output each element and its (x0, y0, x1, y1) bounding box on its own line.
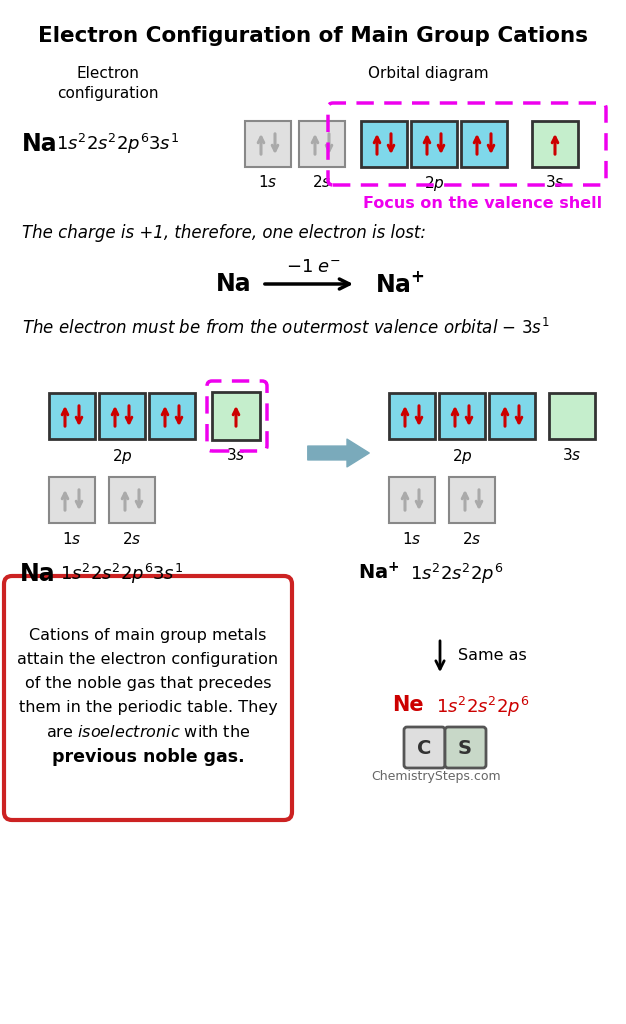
Bar (245, 121, 291, 167)
Text: $1s$: $1s$ (259, 174, 278, 190)
Text: Same as: Same as (458, 648, 526, 664)
Text: $1s$: $1s$ (403, 531, 422, 547)
Text: are $\mathbf{\it{isoelectronic}}$ with the: are $\mathbf{\it{isoelectronic}}$ with t… (46, 724, 250, 740)
Text: Focus on the valence shell: Focus on the valence shell (363, 196, 602, 211)
Bar (439, 393, 485, 439)
Bar (361, 121, 407, 167)
Bar (212, 392, 260, 440)
Text: of the noble gas that precedes: of the noble gas that precedes (25, 676, 271, 691)
FancyBboxPatch shape (404, 727, 445, 768)
Text: $2s$: $2s$ (312, 174, 332, 190)
Text: $1s^{2}2s^{2}2p^{6}3s^{1}$: $1s^{2}2s^{2}2p^{6}3s^{1}$ (60, 562, 183, 586)
Text: $-1\;e^{-}$: $-1\;e^{-}$ (285, 258, 341, 276)
Text: $3s$: $3s$ (562, 447, 582, 463)
Bar (99, 393, 145, 439)
Bar (49, 477, 95, 523)
Text: $1s^{2}2s^{2}2p^{6}$: $1s^{2}2s^{2}2p^{6}$ (436, 695, 529, 719)
Text: Na: Na (20, 562, 56, 586)
Bar (389, 477, 435, 523)
Text: attain the electron configuration: attain the electron configuration (18, 652, 279, 667)
Text: S: S (458, 738, 472, 758)
Bar (49, 393, 95, 439)
Text: Cations of main group metals: Cations of main group metals (29, 628, 267, 643)
Text: $2s$: $2s$ (122, 531, 141, 547)
Text: $2s$: $2s$ (463, 531, 481, 547)
Text: $\mathbf{Na^{+}}$: $\mathbf{Na^{+}}$ (375, 271, 425, 297)
FancyArrowPatch shape (308, 439, 369, 467)
FancyBboxPatch shape (445, 727, 486, 768)
Bar (109, 477, 155, 523)
Text: The charge is +1, therefore, one electron is lost:: The charge is +1, therefore, one electro… (22, 224, 426, 242)
Text: Electron Configuration of Main Group Cations: Electron Configuration of Main Group Cat… (38, 26, 588, 46)
Text: previous noble gas.: previous noble gas. (52, 748, 244, 766)
Text: The electron must be from the outermost valence orbital $-$ $3s^{1}$: The electron must be from the outermost … (22, 318, 550, 338)
Text: $1s$: $1s$ (63, 531, 81, 547)
Bar (299, 121, 345, 167)
Text: Electron
configuration: Electron configuration (57, 66, 159, 100)
Text: Na: Na (22, 132, 58, 156)
Text: $2p$: $2p$ (451, 447, 473, 466)
Bar (461, 121, 507, 167)
Bar (489, 393, 535, 439)
Text: $1s^{2}2s^{2}2p^{6}3s^{1}$: $1s^{2}2s^{2}2p^{6}3s^{1}$ (56, 132, 179, 156)
Text: $3s$: $3s$ (545, 174, 565, 190)
Text: them in the periodic table. They: them in the periodic table. They (19, 700, 277, 715)
Bar (149, 393, 195, 439)
Text: $3s$: $3s$ (227, 447, 245, 463)
Bar (449, 477, 495, 523)
Text: Na: Na (216, 272, 252, 296)
Text: $2p$: $2p$ (424, 174, 444, 193)
Text: Orbital diagram: Orbital diagram (367, 66, 488, 81)
Text: Ne: Ne (392, 695, 424, 715)
Bar (532, 121, 578, 167)
Text: C: C (417, 738, 431, 758)
Bar (389, 393, 435, 439)
Text: ChemistrySteps.com: ChemistrySteps.com (371, 770, 501, 783)
Bar (411, 121, 457, 167)
FancyBboxPatch shape (4, 575, 292, 820)
Text: $1s^{2}2s^{2}2p^{6}$: $1s^{2}2s^{2}2p^{6}$ (410, 562, 503, 586)
Text: $2p$: $2p$ (111, 447, 132, 466)
Text: $\mathbf{Na^{+}}$: $\mathbf{Na^{+}}$ (358, 562, 399, 584)
Bar (549, 393, 595, 439)
